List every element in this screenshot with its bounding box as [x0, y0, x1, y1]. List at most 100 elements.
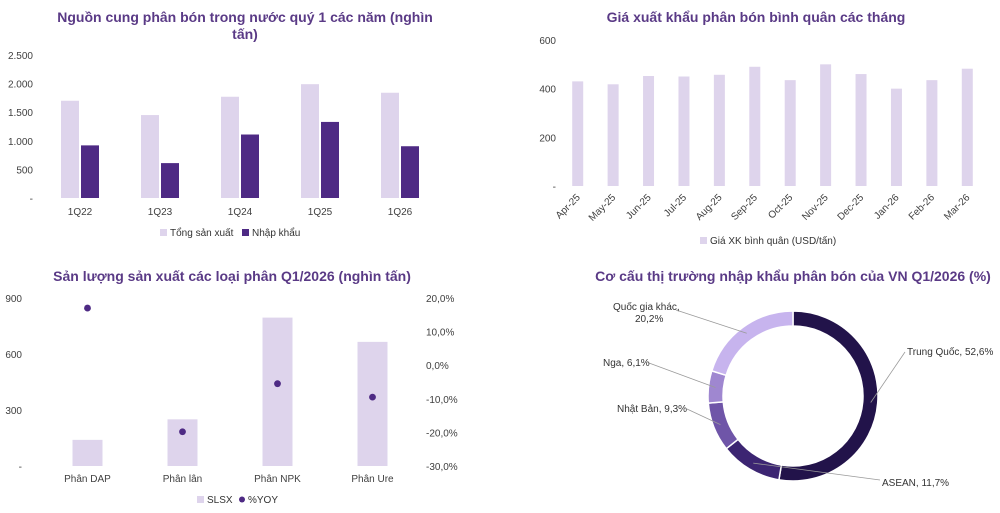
chart4-slice — [707, 401, 740, 450]
chart3-point-yoy — [84, 304, 91, 312]
chart-export-price: Giá xuất khẩu phân bón bình quân các thá… — [539, 9, 973, 247]
chart1-xtick: 1Q22 — [68, 207, 93, 218]
chart3-y2tick: 10,0% — [426, 328, 454, 339]
chart1-bar-nhap-khau — [81, 145, 99, 198]
chart2-xtick: Mar-26 — [942, 192, 972, 222]
chart2-ytick: 600 — [539, 36, 556, 47]
chart4-slice — [778, 310, 879, 482]
chart4-slice-label: Nga, 6,1% — [603, 358, 650, 369]
chart4-slice-label: Nhật Bản, 9,3% — [617, 404, 687, 415]
chart4-slice — [707, 369, 728, 404]
chart3-xtick: Phân lân — [163, 474, 202, 485]
chart2-title: Giá xuất khẩu phân bón bình quân các thá… — [607, 9, 906, 25]
chart1-bar-tong-san-xuat — [381, 92, 399, 198]
chart4-leader-line — [648, 362, 716, 388]
chart1-ytick: 2.000 — [8, 80, 33, 91]
chart2-ytick: 200 — [539, 133, 556, 144]
chart2-bar — [890, 88, 902, 186]
chart1-ytick: 500 — [16, 165, 33, 176]
chart2-ytick: 400 — [539, 85, 556, 96]
chart3-bar-slsx — [167, 419, 198, 466]
chart3-ytick: - — [19, 462, 22, 473]
chart2-bar — [749, 66, 761, 186]
chart2-legend-label: Giá XK bình quân (USD/tấn) — [710, 235, 836, 247]
chart2-xtick: Dec-25 — [836, 192, 867, 223]
chart1-ytick: 2.500 — [8, 51, 33, 62]
chart3-point-yoy — [369, 393, 376, 401]
chart2-xtick: Apr-25 — [554, 192, 583, 221]
chart2-bar — [678, 76, 690, 186]
chart1-bar-nhap-khau — [401, 146, 419, 198]
chart1-xtick: 1Q25 — [308, 207, 333, 218]
chart1-ytick: 1.500 — [8, 108, 33, 119]
chart2-bar — [820, 64, 832, 186]
chart3-xtick: Phân NPK — [254, 474, 301, 485]
chart-import-markets: Cơ cấu thị trường nhập khẩu phân bón của… — [595, 268, 993, 489]
chart4-leader-line — [675, 309, 747, 334]
chart3-ytick: 600 — [5, 350, 22, 361]
chart2-bar — [607, 84, 619, 186]
chart2-bar — [713, 74, 725, 186]
chart4-slice-label: Trung Quốc, 52,6% — [907, 346, 993, 358]
chart2-xtick: Jun-25 — [624, 192, 654, 222]
chart2-bar — [643, 76, 655, 186]
chart2-ytick: - — [553, 182, 556, 193]
chart4-slice — [710, 310, 794, 377]
chart2-xtick: Aug-25 — [694, 192, 725, 223]
chart3-y2tick: -30,0% — [426, 462, 458, 473]
chart2-bar — [784, 80, 796, 186]
chart2-bar — [572, 81, 584, 186]
chart1-title: Nguồn cung phân bón trong nước quý 1 các… — [57, 9, 433, 42]
chart4-leader-line — [870, 351, 906, 403]
chart4-leader-line — [686, 408, 721, 425]
chart1-bar-tong-san-xuat — [61, 100, 79, 198]
chart1-bar-nhap-khau — [161, 163, 179, 198]
chart1-ytick: - — [30, 194, 33, 205]
chart3-y2tick: 20,0% — [426, 294, 454, 305]
chart1-legend-label: Tổng sản xuất — [170, 227, 234, 239]
chart3-bar-slsx — [262, 317, 293, 466]
chart4-leader-line — [753, 462, 881, 481]
chart4-slice-label: Quốc gia khác, 20,2% — [613, 301, 680, 325]
chart1-legend-swatch — [242, 229, 249, 236]
chart4-slice — [725, 438, 783, 481]
chart1-bar-nhap-khau — [321, 121, 339, 198]
chart1-xtick: 1Q24 — [228, 207, 253, 218]
chart3-point-yoy — [274, 380, 281, 388]
chart4-slice-label: ASEAN, 11,7% — [882, 478, 949, 489]
chart2-xtick: Jan-26 — [872, 192, 902, 222]
chart2-xtick: Feb-26 — [907, 192, 937, 222]
chart3-xtick: Phân DAP — [64, 474, 111, 485]
chart2-xtick: Jul-25 — [662, 192, 689, 219]
chart3-ytick: 900 — [5, 294, 22, 305]
chart3-ytick: 300 — [5, 406, 22, 417]
chart2-bar — [926, 80, 938, 186]
chart2-bar — [961, 68, 973, 186]
chart1-bar-tong-san-xuat — [301, 84, 319, 198]
chart1-bar-tong-san-xuat — [221, 96, 239, 198]
chart2-legend-swatch — [700, 237, 707, 244]
chart3-legend-swatch-slsx — [197, 496, 204, 503]
chart3-legend-label-slsx: SLSX — [207, 495, 233, 506]
chart3-title: Sản lượng sản xuất các loại phân Q1/2026… — [53, 268, 411, 284]
chart1-xtick: 1Q23 — [148, 207, 173, 218]
chart-supply-q1: Nguồn cung phân bón trong nước quý 1 các… — [8, 9, 433, 239]
chart4-title: Cơ cấu thị trường nhập khẩu phân bón của… — [595, 268, 991, 284]
chart1-legend-swatch — [160, 229, 167, 236]
chart3-y2tick: 0,0% — [426, 361, 449, 372]
chart1-ytick: 1.000 — [8, 137, 33, 148]
chart1-bar-tong-san-xuat — [141, 115, 159, 198]
chart1-bar-nhap-khau — [241, 134, 259, 198]
chart2-xtick: Nov-25 — [800, 192, 831, 223]
chart3-legend-label-yoy: %YOY — [248, 495, 278, 506]
chart1-legend-label: Nhập khẩu — [252, 227, 300, 239]
chart2-bar — [855, 74, 867, 186]
chart3-bar-slsx — [357, 341, 388, 466]
chart3-point-yoy — [179, 428, 186, 436]
chart2-xtick: Sep-25 — [729, 192, 760, 223]
chart2-xtick: May-25 — [587, 192, 619, 224]
chart2-xtick: Oct-25 — [766, 192, 795, 221]
chart1-xtick: 1Q26 — [388, 207, 413, 218]
chart3-y2tick: -10,0% — [426, 395, 458, 406]
